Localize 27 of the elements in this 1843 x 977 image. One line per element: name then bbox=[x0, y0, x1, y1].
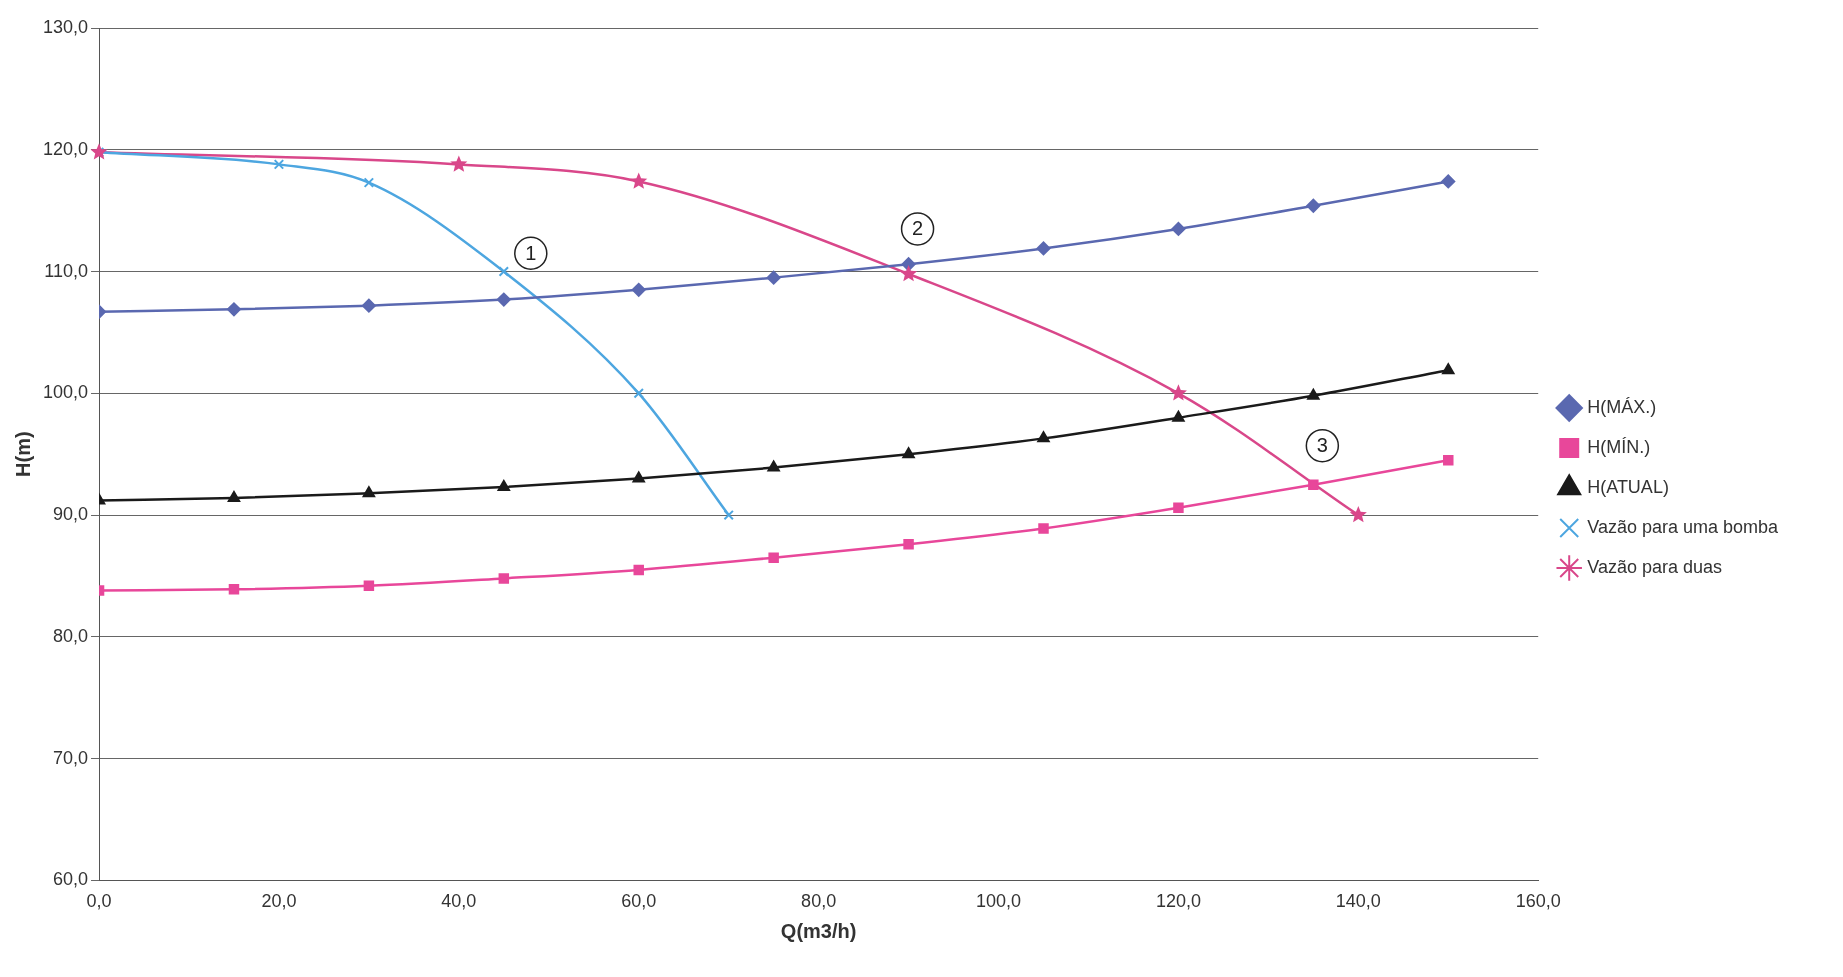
y-axis-title: H(m) bbox=[11, 431, 34, 477]
y-tick-label: 70,0 bbox=[53, 747, 89, 768]
annotation: 1 bbox=[525, 241, 537, 264]
legend-label: H(MÁX.) bbox=[1587, 396, 1657, 417]
y-tick-label: 130,0 bbox=[43, 16, 89, 37]
y-tick-label: 80,0 bbox=[53, 625, 89, 646]
x-axis-title: Q(m3/h) bbox=[780, 919, 857, 942]
legend-label: H(MÍN.) bbox=[1587, 436, 1651, 457]
y-tick-label: 90,0 bbox=[53, 504, 89, 525]
x-tick-label: 140,0 bbox=[1335, 891, 1381, 912]
legend-label: H(ATUAL) bbox=[1587, 476, 1669, 497]
x-tick-label: 60,0 bbox=[621, 891, 657, 912]
y-tick-label: 100,0 bbox=[43, 382, 89, 403]
annotation: 3 bbox=[1316, 434, 1328, 457]
legend-label: Vazão para duas bbox=[1587, 556, 1722, 577]
x-tick-label: 0,0 bbox=[86, 891, 112, 912]
x-tick-label: 160,0 bbox=[1515, 891, 1561, 912]
legend-label: Vazão para uma bomba bbox=[1587, 516, 1779, 537]
x-tick-label: 40,0 bbox=[441, 891, 477, 912]
annotation: 2 bbox=[912, 217, 924, 240]
y-tick-label: 120,0 bbox=[43, 138, 89, 159]
x-tick-label: 120,0 bbox=[1155, 891, 1201, 912]
x-tick-label: 80,0 bbox=[801, 891, 837, 912]
y-tick-label: 110,0 bbox=[44, 260, 89, 281]
x-tick-label: 100,0 bbox=[976, 891, 1022, 912]
y-tick-label: 60,0 bbox=[53, 869, 89, 890]
x-tick-label: 20,0 bbox=[261, 891, 297, 912]
